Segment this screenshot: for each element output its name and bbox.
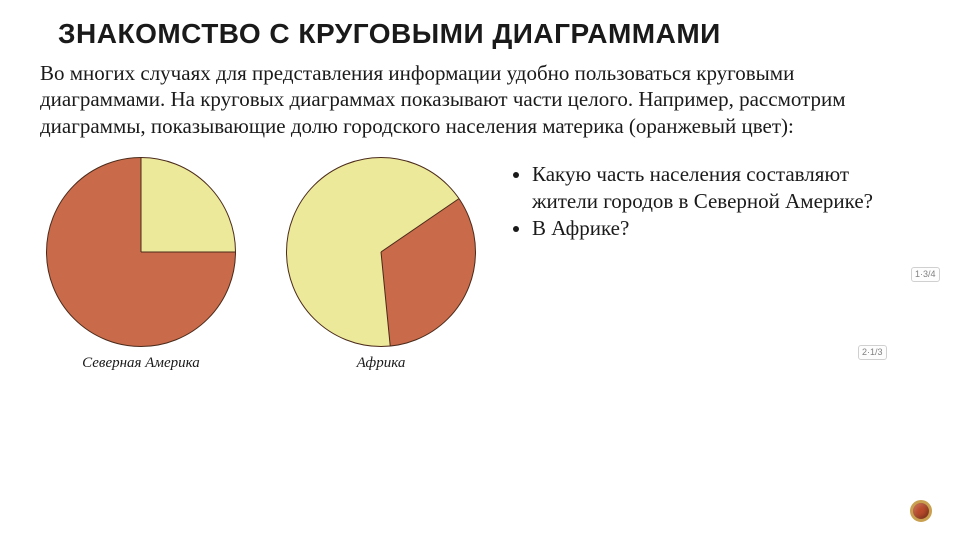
question-list: Какую часть населения составляют жители … bbox=[506, 157, 920, 243]
page-title: ЗНАКОМСТВО С КРУГОВЫМИ ДИАГРАММАМИ bbox=[40, 18, 920, 50]
pie-chart: Северная Америка bbox=[46, 157, 236, 372]
pie-wrap bbox=[46, 157, 236, 347]
charts-container: Северная Америка Африка bbox=[40, 157, 476, 372]
answer-hint: 1·3/4 bbox=[911, 267, 940, 282]
pie-dividers bbox=[286, 157, 476, 347]
answer-hint: 2·1/3 bbox=[858, 345, 887, 360]
intro-paragraph: Во многих случаях для представления инфо… bbox=[40, 60, 920, 139]
pie-chart: Африка bbox=[286, 157, 476, 372]
slide-badge-icon bbox=[910, 500, 932, 522]
content-row: Северная Америка Африка Какую часть насел… bbox=[40, 157, 920, 372]
pie-dividers bbox=[46, 157, 236, 347]
question-item: В Африке? bbox=[532, 215, 920, 242]
question-item: Какую часть населения составляют жители … bbox=[532, 161, 920, 216]
pie-wrap bbox=[286, 157, 476, 347]
pie-label: Африка bbox=[357, 355, 406, 372]
pie-label: Северная Америка bbox=[82, 355, 200, 372]
